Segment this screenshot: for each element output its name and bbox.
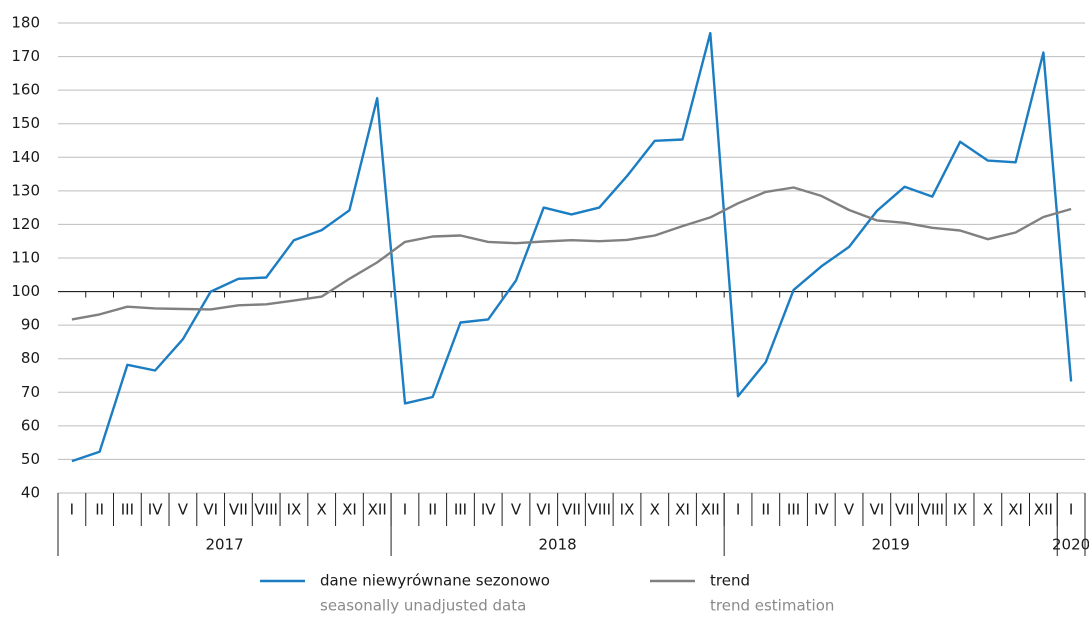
x-tick-label: VIII (254, 501, 278, 519)
legend-label: dane niewyrównane sezonowo (320, 572, 550, 590)
x-tick-label: IV (814, 501, 829, 519)
x-tick-label: XII (701, 501, 720, 519)
year-label: 2018 (539, 536, 577, 554)
year-label: 2017 (205, 536, 243, 554)
x-tick-label: IV (148, 501, 163, 519)
x-tick-label: XI (1008, 501, 1023, 519)
x-tick-label: IX (287, 501, 302, 519)
x-tick-label: III (121, 501, 134, 519)
x-tick-label: II (761, 501, 770, 519)
y-tick-label: 130 (11, 181, 40, 199)
y-tick-label: 40 (21, 484, 40, 502)
x-tick-label: VI (536, 501, 551, 519)
year-label: 2020 (1052, 536, 1089, 554)
x-tick-label: V (511, 501, 522, 519)
y-tick-label: 60 (21, 416, 40, 434)
x-tick-label: XII (368, 501, 387, 519)
y-tick-label: 150 (11, 114, 40, 132)
x-tick-label: II (95, 501, 104, 519)
y-tick-label: 140 (11, 148, 40, 166)
x-tick-label: IV (481, 501, 496, 519)
year-label: 2019 (872, 536, 910, 554)
series-line (71, 186, 1072, 321)
x-tick-label: VII (895, 501, 914, 519)
legend-sublabel: seasonally unadjusted data (320, 597, 526, 615)
y-tick-label: 80 (21, 349, 40, 367)
x-tick-label: I (736, 501, 740, 519)
x-tick-label: IX (953, 501, 968, 519)
y-tick-label: 170 (11, 47, 40, 65)
x-tick-label: X (317, 501, 327, 519)
x-tick-label: VI (203, 501, 218, 519)
y-tick-label: 180 (11, 14, 40, 32)
x-tick-label: III (454, 501, 467, 519)
x-tick-label: I (1069, 501, 1073, 519)
legend-sublabel: trend estimation (710, 597, 834, 615)
y-tick-label: 90 (21, 316, 40, 334)
x-tick-label: IX (620, 501, 635, 519)
x-tick-label: I (403, 501, 407, 519)
legend-label: trend (710, 572, 750, 590)
x-tick-label: XI (342, 501, 357, 519)
y-tick-label: 110 (11, 249, 40, 267)
y-tick-label: 50 (21, 450, 40, 468)
y-tick-label: 160 (11, 81, 40, 99)
y-tick-label: 120 (11, 215, 40, 233)
x-tick-label: VIII (587, 501, 611, 519)
x-tick-label: V (178, 501, 189, 519)
x-tick-label: X (650, 501, 660, 519)
x-tick-label: VI (869, 501, 884, 519)
x-tick-label: V (844, 501, 855, 519)
y-tick-label: 100 (11, 282, 40, 300)
x-tick-label: III (787, 501, 800, 519)
x-tick-label: II (428, 501, 437, 519)
x-tick-label: XII (1034, 501, 1053, 519)
y-tick-label: 70 (21, 383, 40, 401)
x-tick-label: VIII (921, 501, 945, 519)
x-tick-label: I (70, 501, 74, 519)
x-tick-label: VII (562, 501, 581, 519)
x-tick-label: X (983, 501, 993, 519)
x-tick-label: XI (675, 501, 690, 519)
series-line (71, 31, 1073, 463)
x-tick-label: VII (229, 501, 248, 519)
